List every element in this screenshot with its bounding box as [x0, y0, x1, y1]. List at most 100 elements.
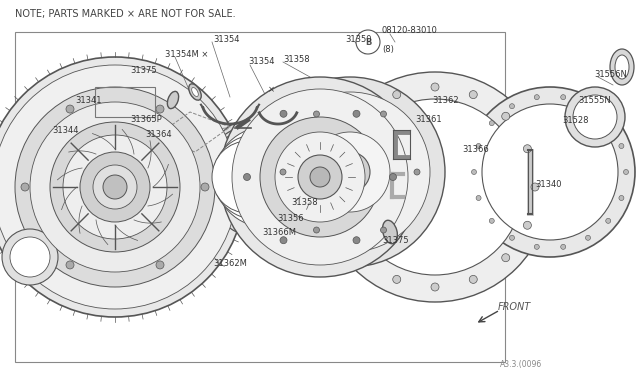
Circle shape — [360, 254, 368, 262]
Circle shape — [15, 87, 215, 287]
Circle shape — [605, 121, 611, 126]
Text: 31362: 31362 — [432, 96, 459, 105]
Circle shape — [605, 218, 611, 223]
Text: 31340: 31340 — [535, 180, 561, 189]
Circle shape — [0, 65, 237, 309]
Circle shape — [502, 254, 509, 262]
Circle shape — [431, 283, 439, 291]
Circle shape — [476, 144, 481, 148]
Text: 31362M: 31362M — [213, 260, 247, 269]
Text: 31358: 31358 — [291, 198, 317, 206]
Text: NOTE; PARTS MARKED × ARE NOT FOR SALE.: NOTE; PARTS MARKED × ARE NOT FOR SALE. — [15, 9, 236, 19]
Circle shape — [310, 132, 390, 212]
Text: 31358: 31358 — [283, 55, 310, 64]
Circle shape — [339, 221, 347, 229]
Circle shape — [63, 135, 167, 239]
Circle shape — [381, 227, 387, 233]
Circle shape — [80, 152, 150, 222]
Circle shape — [275, 132, 365, 222]
Circle shape — [213, 135, 297, 219]
Text: 31354: 31354 — [248, 57, 275, 65]
Text: 31375: 31375 — [382, 235, 408, 244]
Text: 31361: 31361 — [415, 115, 442, 124]
Circle shape — [156, 261, 164, 269]
Text: 31365P: 31365P — [130, 115, 162, 124]
Ellipse shape — [383, 220, 397, 244]
Circle shape — [586, 104, 591, 109]
Circle shape — [331, 183, 339, 191]
Circle shape — [623, 170, 628, 174]
Circle shape — [534, 244, 540, 249]
Circle shape — [390, 173, 397, 180]
Circle shape — [509, 235, 515, 240]
Circle shape — [619, 196, 624, 201]
Text: 31366M: 31366M — [262, 228, 296, 237]
Circle shape — [476, 196, 481, 201]
Text: 31375: 31375 — [130, 65, 157, 74]
Ellipse shape — [615, 55, 629, 79]
Text: 08120-83010: 08120-83010 — [382, 26, 438, 35]
Circle shape — [565, 87, 625, 147]
Circle shape — [255, 77, 445, 267]
Circle shape — [502, 112, 509, 120]
Circle shape — [66, 105, 74, 113]
Text: 31356: 31356 — [277, 214, 303, 222]
Circle shape — [280, 237, 287, 244]
Text: B: B — [365, 38, 371, 46]
Circle shape — [509, 104, 515, 109]
Circle shape — [280, 169, 286, 175]
Circle shape — [534, 94, 540, 100]
Text: 31528: 31528 — [562, 115, 589, 125]
Circle shape — [381, 111, 387, 117]
Circle shape — [356, 30, 380, 54]
Text: A3.3.(0096: A3.3.(0096 — [500, 359, 542, 369]
Bar — [95, 87, 155, 117]
Circle shape — [573, 95, 617, 139]
Circle shape — [260, 117, 380, 237]
Circle shape — [66, 261, 74, 269]
Circle shape — [561, 94, 566, 100]
Circle shape — [314, 227, 319, 233]
Circle shape — [310, 167, 330, 187]
Text: 31364: 31364 — [145, 129, 172, 138]
Circle shape — [103, 175, 127, 199]
Circle shape — [490, 121, 494, 126]
Circle shape — [298, 155, 342, 199]
Text: 31341: 31341 — [75, 96, 102, 105]
Text: 31354: 31354 — [213, 35, 239, 44]
Circle shape — [201, 183, 209, 191]
Circle shape — [531, 183, 539, 191]
Circle shape — [524, 145, 531, 153]
Bar — [15, 32, 505, 362]
Circle shape — [524, 221, 531, 229]
Circle shape — [203, 132, 293, 222]
Circle shape — [586, 235, 591, 240]
Text: (8): (8) — [382, 45, 394, 54]
Circle shape — [2, 229, 58, 285]
Ellipse shape — [610, 49, 634, 85]
Text: 31556N: 31556N — [594, 70, 627, 78]
Circle shape — [561, 244, 566, 249]
Text: 31555N: 31555N — [578, 96, 611, 105]
Circle shape — [270, 92, 430, 252]
Circle shape — [243, 173, 250, 180]
Circle shape — [156, 105, 164, 113]
Ellipse shape — [189, 84, 201, 100]
Circle shape — [295, 117, 405, 227]
Circle shape — [30, 102, 200, 272]
Circle shape — [314, 111, 319, 117]
Circle shape — [469, 275, 477, 283]
Circle shape — [330, 152, 370, 192]
Circle shape — [360, 112, 368, 120]
Ellipse shape — [168, 92, 179, 109]
Circle shape — [0, 57, 245, 317]
Circle shape — [280, 110, 287, 117]
Circle shape — [215, 127, 315, 227]
Circle shape — [203, 115, 327, 239]
Circle shape — [50, 122, 180, 252]
Circle shape — [220, 77, 420, 277]
Circle shape — [347, 99, 523, 275]
Circle shape — [414, 169, 420, 175]
Circle shape — [10, 237, 50, 277]
Circle shape — [469, 91, 477, 99]
